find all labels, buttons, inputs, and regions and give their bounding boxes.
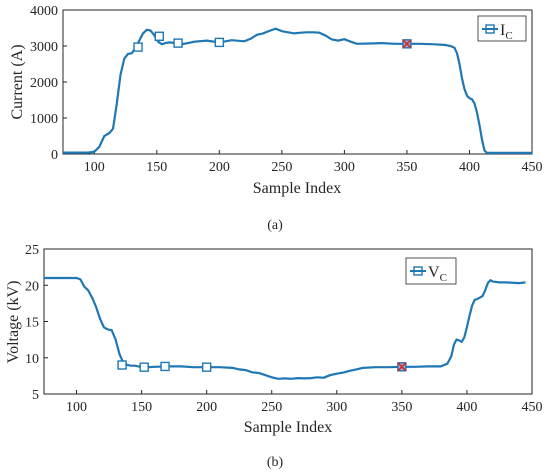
data-marker <box>201 362 212 372</box>
legend-marker-swatch <box>485 24 495 34</box>
legend-label-subscript: C <box>440 272 447 284</box>
x-tick-label: 150 <box>146 160 167 175</box>
highlight-cross <box>402 39 412 49</box>
y-tick-label: 0 <box>51 148 58 163</box>
plot-area-frame <box>43 248 533 395</box>
x-tick-label: 300 <box>326 400 347 415</box>
y-tick-label: 10 <box>25 352 39 367</box>
data-marker <box>173 38 183 48</box>
data-marker <box>117 360 127 370</box>
y-tick-label: 25 <box>25 243 39 258</box>
voltage-series-line <box>44 276 526 380</box>
x-tick-label: 350 <box>396 160 417 175</box>
data-marker <box>160 361 170 372</box>
data-marker <box>214 37 225 48</box>
data-marker <box>154 31 165 41</box>
x-tick-label: 450 <box>522 400 543 415</box>
x-tick-label: 350 <box>391 400 412 415</box>
legend-marker-swatch <box>413 266 423 276</box>
x-axis-ticks: 100 150 200 250 300 350 400 450 <box>84 150 543 175</box>
legend-label: IC <box>500 22 513 42</box>
y-axis-ticks: 0 1000 2000 3000 4000 <box>30 4 67 163</box>
legend-label-subscript: C <box>505 30 512 42</box>
x-tick-label: 450 <box>522 160 543 175</box>
x-tick-label: 200 <box>196 400 217 415</box>
y-tick-label: 15 <box>25 316 39 331</box>
legend: IC <box>477 15 527 42</box>
x-tick-label: 200 <box>209 160 230 175</box>
y-tick-label: 5 <box>32 388 39 403</box>
x-axis-ticks: 100 150 200 250 300 350 400 450 <box>66 390 543 415</box>
x-axis-label: Sample Index <box>244 419 332 436</box>
y-tick-label: 20 <box>25 279 39 294</box>
plot-area-frame <box>62 9 533 155</box>
current-series-markers <box>133 31 412 52</box>
y-tick-label: 4000 <box>30 4 58 19</box>
x-tick-label: 400 <box>456 400 477 415</box>
legend: VC <box>405 257 457 285</box>
y-tick-label: 1000 <box>30 112 58 127</box>
x-tick-label: 100 <box>84 160 105 175</box>
voltage-series-markers <box>117 360 407 372</box>
y-axis-ticks: 5 10 15 20 25 <box>25 243 48 403</box>
x-tick-label: 150 <box>131 400 152 415</box>
panel-caption: (b) <box>267 455 284 470</box>
x-tick-label: 250 <box>261 400 282 415</box>
x-tick-label: 100 <box>66 400 87 415</box>
chart-panel-a: 100 150 200 250 300 350 400 450 0 1000 2000 3000 40… <box>9 4 543 233</box>
x-tick-label: 400 <box>459 160 480 175</box>
y-tick-label: 3000 <box>30 40 58 55</box>
data-marker <box>133 42 143 52</box>
y-tick-label: 2000 <box>30 76 58 91</box>
panel-caption: (a) <box>267 218 283 233</box>
y-axis-label: Voltage (kV) <box>5 281 22 364</box>
chart-panel-b: 100 150 200 250 300 350 400 450 5 10 15 20 25 Sampl… <box>5 243 543 470</box>
data-marker <box>139 362 149 372</box>
highlight-cross <box>397 362 407 372</box>
x-axis-label: Sample Index <box>253 180 341 197</box>
x-tick-label: 300 <box>334 160 355 175</box>
x-tick-label: 250 <box>271 160 292 175</box>
legend-label: VC <box>428 264 447 284</box>
y-axis-label: Current (A) <box>9 44 26 119</box>
